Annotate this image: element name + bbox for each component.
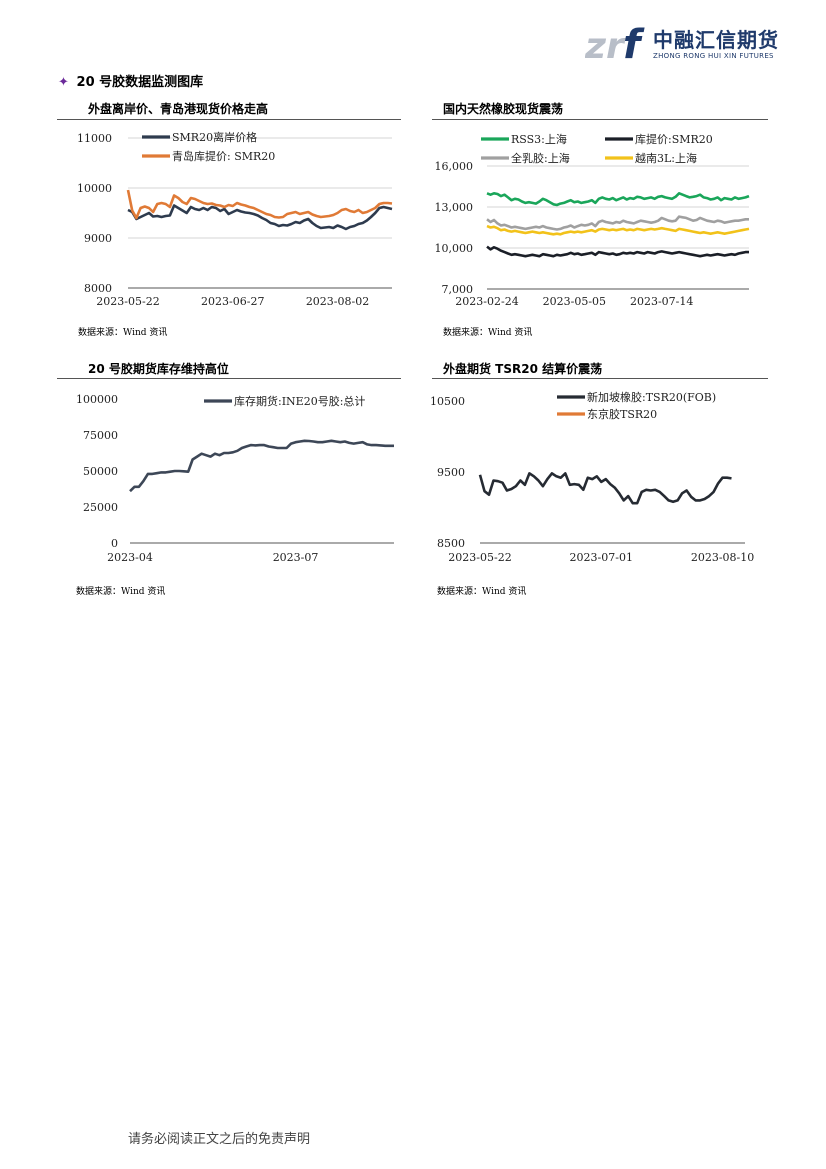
legend-label: 越南3L:上海 bbox=[635, 151, 697, 165]
legend-label: 库提价:SMR20 bbox=[635, 133, 713, 146]
chart3-source: 数据来源：Wind 资讯 bbox=[76, 587, 166, 597]
logo-chinese-name: 中融汇信期货 bbox=[653, 28, 779, 52]
series-line bbox=[127, 204, 393, 231]
legend-label: 青岛库提价: SMR20 bbox=[172, 149, 275, 163]
section-title-text: 20 号胶数据监测图库 bbox=[76, 75, 204, 90]
y-tick-label: 13,000 bbox=[435, 201, 474, 214]
x-tick-label: 2023-07 bbox=[273, 551, 319, 564]
y-tick-label: 25000 bbox=[83, 501, 118, 514]
company-logo: zr f 中融汇信期货 ZHONG RONG HUI XIN FUTURES bbox=[585, 18, 785, 66]
y-tick-label: 75000 bbox=[83, 429, 118, 442]
svg-text:zr: zr bbox=[585, 26, 626, 64]
legend-label: RSS3:上海 bbox=[511, 132, 567, 146]
x-tick-label: 2023-08-10 bbox=[691, 551, 754, 564]
x-tick-label: 2023-05-22 bbox=[96, 295, 159, 308]
y-tick-label: 7,000 bbox=[442, 283, 474, 296]
chart4-source: 数据来源：Wind 资讯 bbox=[437, 587, 527, 597]
disclaimer-footer: 请务必阅读正文之后的免责声明 bbox=[128, 1132, 311, 1147]
y-tick-label: 8500 bbox=[437, 537, 465, 550]
chart3-divider bbox=[57, 378, 401, 379]
y-tick-label: 10500 bbox=[430, 395, 465, 408]
x-tick-label: 2023-05-05 bbox=[543, 295, 606, 308]
x-tick-label: 2023-02-24 bbox=[455, 295, 518, 308]
y-tick-label: 11000 bbox=[77, 132, 112, 145]
chart1-title: 外盘离岸价、青岛港现货价格走高 bbox=[88, 102, 269, 116]
x-tick-label: 2023-08-02 bbox=[306, 295, 369, 308]
y-tick-label: 9500 bbox=[437, 466, 465, 479]
legend-label: SMR20离岸价格 bbox=[172, 130, 257, 144]
x-tick-label: 2023-07-01 bbox=[570, 551, 633, 564]
legend-label: 库存期货:INE20号胶:总计 bbox=[234, 394, 365, 408]
y-tick-label: 9000 bbox=[84, 232, 112, 245]
y-tick-label: 100000 bbox=[76, 393, 118, 406]
y-tick-label: 10,000 bbox=[435, 242, 474, 255]
svg-text:f: f bbox=[623, 22, 645, 64]
chart2-divider bbox=[432, 119, 768, 120]
legend-label: 全乳胶:上海 bbox=[511, 151, 570, 165]
section-title: ✦ 20 号胶数据监测图库 bbox=[58, 71, 203, 90]
y-tick-label: 16,000 bbox=[435, 160, 474, 173]
series-line bbox=[486, 224, 750, 236]
chart4-divider bbox=[432, 378, 768, 379]
series-line bbox=[486, 192, 750, 207]
legend-label: 新加坡橡胶:TSR20(FOB) bbox=[587, 390, 716, 404]
chart1-divider bbox=[57, 119, 401, 120]
series-line bbox=[478, 472, 732, 505]
bullet-icon: ✦ bbox=[58, 75, 69, 90]
legend-label: 东京胶TSR20 bbox=[587, 407, 657, 421]
zrf-logo-icon: zr f bbox=[585, 22, 645, 64]
chart1-source: 数据来源：Wind 资讯 bbox=[78, 328, 168, 338]
chart2-title: 国内天然橡胶现货震荡 bbox=[443, 102, 564, 116]
x-tick-label: 2023-07-14 bbox=[630, 295, 693, 308]
chart3-title: 20 号胶期货库存维持高位 bbox=[88, 362, 229, 376]
x-tick-label: 2023-06-27 bbox=[201, 295, 264, 308]
series-line bbox=[129, 439, 394, 493]
y-tick-label: 50000 bbox=[83, 465, 118, 478]
y-tick-label: 0 bbox=[111, 537, 118, 550]
y-tick-label: 8000 bbox=[84, 282, 112, 295]
chart2-source: 数据来源：Wind 资讯 bbox=[443, 328, 533, 338]
y-tick-label: 10000 bbox=[77, 182, 112, 195]
series-line bbox=[126, 189, 393, 220]
logo-english-name: ZHONG RONG HUI XIN FUTURES bbox=[653, 52, 774, 60]
x-tick-label: 2023-05-22 bbox=[448, 551, 511, 564]
series-line bbox=[486, 245, 749, 258]
x-tick-label: 2023-04 bbox=[107, 551, 153, 564]
series-line bbox=[486, 215, 749, 231]
chart4-title: 外盘期货 TSR20 结算价震荡 bbox=[443, 362, 603, 376]
